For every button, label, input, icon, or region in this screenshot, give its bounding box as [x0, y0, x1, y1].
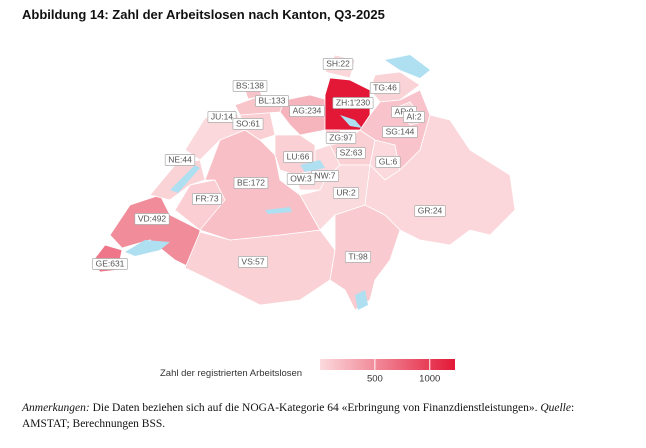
label-box — [382, 126, 418, 138]
label-box — [289, 105, 325, 117]
label-box — [414, 205, 446, 217]
label-text: OW:3 — [290, 173, 312, 183]
canton-label: SO:61 — [232, 118, 264, 130]
label-box — [336, 147, 366, 159]
canton-label: UR:2 — [332, 187, 360, 199]
lake — [385, 55, 430, 78]
label-text: SG:144 — [386, 126, 415, 136]
label-text: ZG:97 — [329, 132, 353, 142]
label-text: LU:66 — [287, 151, 310, 161]
canton-label: GL:6 — [375, 156, 401, 168]
label-box — [232, 80, 268, 92]
label-text: NE:44 — [168, 154, 192, 164]
label-box — [369, 82, 401, 94]
canton-label: AG:234 — [289, 105, 325, 117]
lake — [170, 165, 200, 193]
canton-label: BL:133 — [255, 95, 289, 107]
label-text: FR:73 — [195, 193, 218, 203]
colorbar — [320, 359, 455, 370]
canton-label: TG:46 — [369, 82, 401, 94]
label-box — [344, 251, 372, 263]
label-box — [207, 111, 237, 123]
canton-label: VS:57 — [238, 256, 268, 268]
label-box — [403, 111, 425, 123]
label-box — [92, 258, 128, 270]
label-text: SO:61 — [236, 118, 260, 128]
canton-label: JU:14 — [207, 111, 237, 123]
title: Abbildung 14: Zahl der Arbeitslosen nach… — [22, 7, 385, 22]
canton-label: BE:172 — [233, 177, 269, 189]
label-text: SH:22 — [326, 58, 350, 68]
lake — [125, 240, 170, 256]
label-text: AI:2 — [406, 111, 421, 121]
canton-label: BS:138 — [232, 80, 268, 92]
canton-label: SG:144 — [382, 126, 418, 138]
label-text: NW:7 — [314, 170, 335, 180]
lake — [340, 115, 362, 128]
source-label: Quelle — [540, 402, 571, 414]
canton-label: LU:66 — [283, 151, 313, 163]
label-box — [238, 256, 268, 268]
canton-label: GR:24 — [414, 205, 446, 217]
label-text: TG:46 — [373, 82, 397, 92]
label-text: GL:6 — [379, 156, 398, 166]
canton-label: SZ:63 — [336, 147, 366, 159]
label-box — [322, 58, 354, 70]
colorbar-tick-label: 500 — [367, 374, 383, 385]
label-box — [233, 177, 269, 189]
notes-text: Die Daten beziehen sich auf die NOGA-Kat… — [92, 402, 538, 414]
canton-label: NE:44 — [164, 154, 196, 166]
label-text: TI:98 — [348, 251, 368, 261]
label-box — [283, 151, 313, 163]
canton-label: ZH:1'230 — [332, 97, 374, 109]
canton-label: OW:3 — [286, 173, 316, 185]
canton-label: ZG:97 — [325, 132, 357, 144]
lake — [265, 207, 292, 214]
label-text: VD:492 — [138, 213, 167, 223]
canton-label: TI:98 — [344, 251, 372, 263]
label-text: BL:133 — [259, 95, 286, 105]
label-text: SZ:63 — [340, 147, 363, 157]
colorbar-label: Zahl der registrierten Arbeitslosen — [160, 368, 302, 379]
label-text: BS:138 — [236, 80, 264, 90]
label-box — [192, 193, 222, 205]
label-text: BE:172 — [237, 177, 265, 187]
label-text: VS:57 — [241, 256, 264, 266]
label-text: GE:631 — [96, 258, 125, 268]
label-text: UR:2 — [336, 187, 356, 197]
canton — [364, 114, 516, 246]
canton-label: GE:631 — [92, 258, 128, 270]
source-text: : AMSTAT; Berechnungen BSS. — [22, 402, 575, 430]
canton-label: SH:22 — [322, 58, 354, 70]
colorbar-tick-label: 1000 — [419, 374, 440, 385]
lake — [300, 160, 325, 172]
label-box — [332, 97, 374, 109]
label-box — [375, 156, 401, 168]
canton-label: FR:73 — [192, 193, 222, 205]
notes: Anmerkungen: Die Daten beziehen sich auf… — [22, 400, 622, 432]
label-box — [286, 173, 316, 185]
label-text: JU:14 — [211, 111, 233, 121]
label-box — [164, 154, 196, 166]
canton-label: VD:492 — [134, 213, 170, 225]
canton-label: AI:2 — [403, 111, 425, 123]
label-text: ZH:1'230 — [336, 97, 370, 107]
label-text: GR:24 — [418, 205, 443, 215]
label-box — [325, 132, 357, 144]
canton-label: NW:7 — [311, 170, 339, 182]
label-box — [255, 95, 289, 107]
label-box — [134, 213, 170, 225]
label-box — [232, 118, 264, 130]
label-box — [332, 187, 360, 199]
lake — [355, 290, 368, 310]
notes-label: Anmerkungen: — [22, 402, 90, 414]
label-text: AG:234 — [293, 105, 322, 115]
